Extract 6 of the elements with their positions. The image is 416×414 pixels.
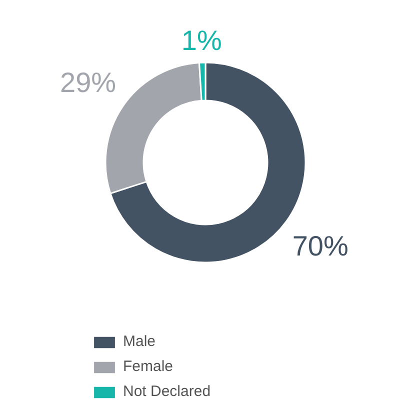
- data-label: 29%: [60, 67, 116, 98]
- legend-label: Male: [123, 333, 156, 350]
- data-label: 1%: [181, 25, 222, 56]
- legend-label: Not Declared: [123, 383, 211, 400]
- legend-label: Female: [123, 358, 174, 375]
- data-label: 70%: [292, 230, 348, 262]
